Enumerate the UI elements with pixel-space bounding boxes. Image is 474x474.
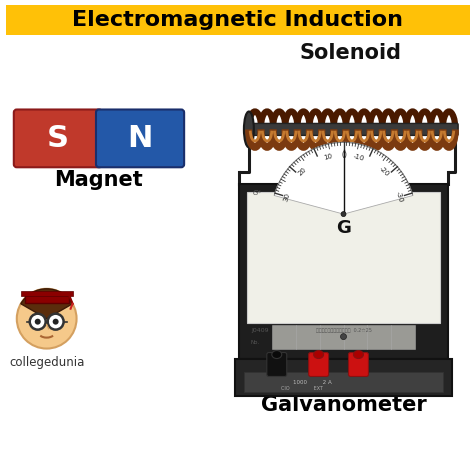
Text: 30: 30 <box>283 191 292 202</box>
Circle shape <box>48 314 64 329</box>
Text: No.: No. <box>251 340 260 345</box>
Text: CIO                EXT: CIO EXT <box>281 386 323 391</box>
FancyBboxPatch shape <box>21 291 73 296</box>
Text: 0: 0 <box>341 151 346 160</box>
FancyBboxPatch shape <box>25 295 69 303</box>
Text: Galvanometer: Galvanometer <box>261 395 427 415</box>
Circle shape <box>53 319 59 325</box>
Text: 上海市高仪器仪表有限公司  0.2☆25: 上海市高仪器仪表有限公司 0.2☆25 <box>316 328 372 333</box>
Circle shape <box>30 314 46 329</box>
Circle shape <box>340 334 346 339</box>
Circle shape <box>35 319 41 325</box>
Text: 20: 20 <box>297 166 308 177</box>
FancyBboxPatch shape <box>6 5 470 35</box>
Ellipse shape <box>314 351 324 358</box>
Text: 1000         2 A: 1000 2 A <box>293 380 331 385</box>
FancyBboxPatch shape <box>96 109 184 167</box>
Circle shape <box>341 211 346 217</box>
Wedge shape <box>21 289 73 319</box>
Text: 10: 10 <box>323 153 333 161</box>
Text: G: G <box>336 219 351 237</box>
Text: N: N <box>128 124 153 153</box>
Text: J0409: J0409 <box>251 328 268 333</box>
Text: -20: -20 <box>378 166 391 178</box>
FancyBboxPatch shape <box>244 373 443 392</box>
Text: Solenoid: Solenoid <box>300 43 401 63</box>
FancyBboxPatch shape <box>246 123 458 136</box>
Text: -30: -30 <box>395 191 404 203</box>
FancyBboxPatch shape <box>267 353 287 376</box>
Text: Magnet: Magnet <box>55 170 143 190</box>
Ellipse shape <box>354 351 364 358</box>
FancyBboxPatch shape <box>348 353 368 376</box>
Text: Electromagnetic Induction: Electromagnetic Induction <box>73 10 403 30</box>
FancyBboxPatch shape <box>14 109 102 167</box>
FancyBboxPatch shape <box>272 325 415 348</box>
Text: G*: G* <box>253 190 262 196</box>
Text: S: S <box>47 124 69 153</box>
FancyBboxPatch shape <box>309 353 328 376</box>
Circle shape <box>17 289 77 348</box>
Ellipse shape <box>272 351 282 358</box>
Wedge shape <box>274 142 413 214</box>
Text: -10: -10 <box>352 153 365 162</box>
Ellipse shape <box>244 111 254 147</box>
FancyBboxPatch shape <box>247 192 440 323</box>
FancyBboxPatch shape <box>239 184 448 358</box>
Text: collegedunia: collegedunia <box>9 356 84 369</box>
FancyBboxPatch shape <box>235 358 452 396</box>
